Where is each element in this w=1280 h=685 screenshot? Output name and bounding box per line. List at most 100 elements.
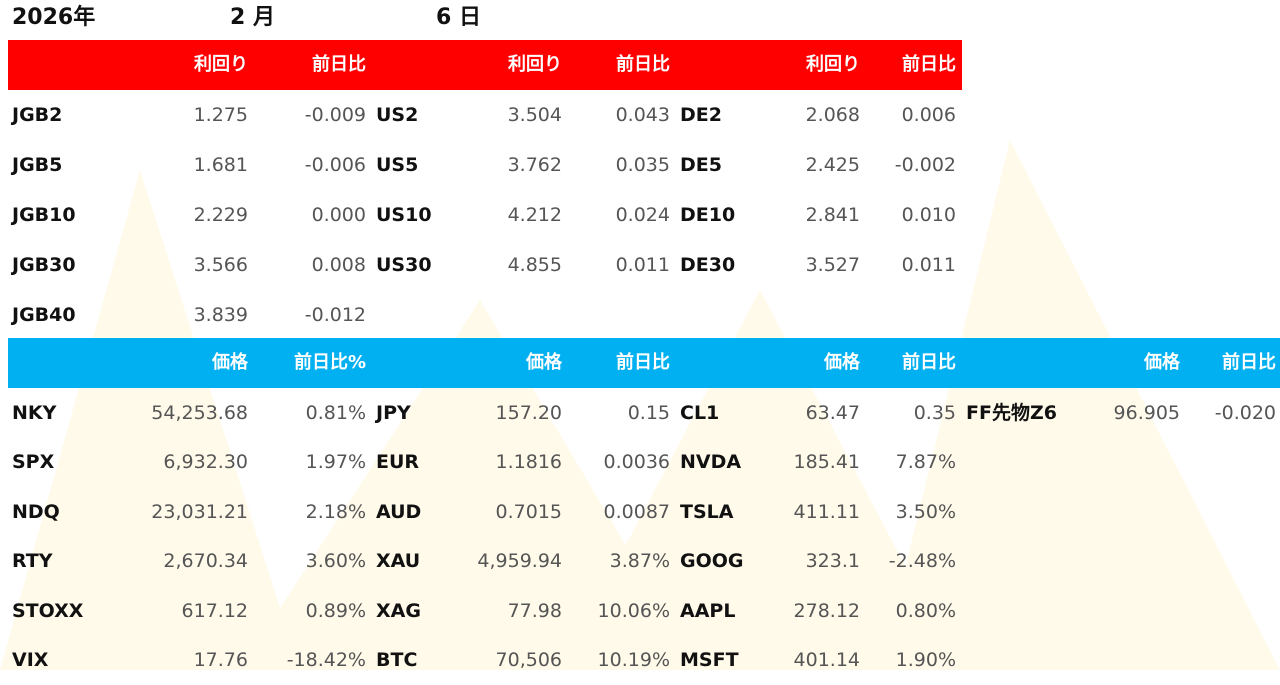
change-value: -18.42% [286, 649, 366, 671]
price-value: 185.41 [793, 451, 860, 474]
change-value: 0.035 [615, 154, 670, 176]
change-value [856, 290, 956, 340]
price-value: 278.12 [793, 599, 860, 622]
change-value: 0.043 [615, 104, 670, 126]
instrument-label: SPX [12, 451, 55, 474]
change-value: 0.008 [311, 254, 366, 276]
instrument-label: CL1 [680, 402, 720, 424]
market-header-cell: 価格 [824, 352, 860, 373]
bond-header-cell: 利回り [194, 54, 248, 75]
price-value [1050, 536, 1180, 586]
instrument-label: NDQ [12, 500, 60, 523]
change-value: 0.89% [305, 599, 366, 622]
price-value: 63.47 [805, 402, 860, 424]
change-value: 0.006 [901, 104, 956, 126]
yield-value: 3.839 [193, 304, 248, 326]
instrument-label: DE10 [680, 204, 736, 226]
yield-value: 3.527 [805, 254, 860, 276]
bond-header-cell: 利回り [508, 54, 562, 75]
instrument-label: AUD [376, 500, 422, 523]
market-header-bar [8, 338, 1280, 388]
instrument-label: JPY [376, 402, 411, 424]
change-value [1176, 437, 1276, 487]
change-value: 0.000 [311, 204, 366, 226]
price-value: 6,932.30 [163, 451, 248, 474]
change-value: -2.48% [888, 550, 956, 573]
price-value: 23,031.21 [151, 500, 248, 523]
instrument-label: DE2 [680, 104, 722, 126]
price-value: 401.14 [793, 649, 860, 671]
price-value: 411.11 [793, 500, 860, 523]
yield-value: 2.841 [805, 204, 860, 226]
change-value: -0.006 [304, 154, 366, 176]
change-value: -0.020 [1214, 402, 1276, 424]
bond-header-cell: 前日比 [312, 54, 366, 75]
instrument-label: JGB30 [12, 254, 76, 276]
bond-header-cell: 利回り [806, 54, 860, 75]
yield-value: 2.229 [193, 204, 248, 226]
change-value: 0.15 [627, 402, 670, 424]
table-row: JGB5 1.681 -0.006 US5 3.762 0.035 DE5 2.425 -0.0… [0, 140, 1280, 190]
instrument-label: TSLA [680, 500, 734, 523]
instrument-label: NKY [12, 402, 57, 424]
change-value: 3.50% [895, 500, 956, 523]
price-value [1050, 487, 1180, 537]
instrument-label: US30 [376, 254, 432, 276]
price-value: 70,506 [495, 649, 562, 671]
instrument-label: US2 [376, 104, 419, 126]
instrument-label: JGB10 [12, 204, 76, 226]
change-value: -0.009 [304, 104, 366, 126]
change-value: 0.0087 [603, 500, 670, 523]
change-value [1176, 635, 1276, 685]
instrument-label: EUR [376, 451, 420, 474]
price-value: 2,670.34 [163, 550, 248, 573]
table-row: SPX 6,932.30 1.97% EUR 1.1816 0.0036 NVDA 185.4… [0, 437, 1280, 487]
price-value: 323.1 [805, 550, 860, 573]
instrument-label: JGB2 [12, 104, 63, 126]
table-row: RTY 2,670.34 3.60% XAU 4,959.94 3.87% GOOG 323.… [0, 536, 1280, 586]
change-value: -0.002 [894, 154, 956, 176]
yield-value: 1.275 [193, 104, 248, 126]
market-sheet: 2026年 2 月 6 日 利回り 前日比 利回り 前日比 利回り 前日比 JGB2 1.2… [0, 5, 1280, 671]
instrument-label: XAG [376, 599, 421, 622]
change-value [1176, 586, 1276, 636]
change-value: 0.010 [901, 204, 956, 226]
instrument-label: DE5 [680, 154, 722, 176]
price-value: 0.7015 [495, 500, 562, 523]
market-header-cell: 価格 [526, 352, 562, 373]
market-header-cell: 価格 [212, 352, 248, 373]
market-header-cell: 前日比 [1222, 352, 1276, 373]
background-watermark [0, 140, 1280, 670]
change-value [1176, 487, 1276, 537]
change-value [1176, 536, 1276, 586]
instrument-label: US10 [376, 204, 432, 226]
price-value [1050, 586, 1180, 636]
instrument-label: AAPL [680, 599, 736, 622]
date-year: 2026年 [12, 5, 96, 30]
instrument-label: JGB40 [12, 304, 76, 326]
change-value [570, 290, 670, 340]
yield-value [432, 290, 562, 340]
yield-value: 2.425 [805, 154, 860, 176]
yield-value: 4.855 [507, 254, 562, 276]
change-value: 10.19% [597, 649, 670, 671]
change-value: -0.012 [304, 304, 366, 326]
table-row: NKY 54,253.68 0.81% JPY 157.20 0.15 CL1 63.47 0.… [0, 388, 1280, 438]
table-row: JGB30 3.566 0.008 US30 4.855 0.011 DE30 3.527 0.… [0, 240, 1280, 290]
change-value: 0.35 [913, 402, 956, 424]
price-value: 1.1816 [495, 451, 562, 474]
market-header-cell: 前日比 [902, 352, 956, 373]
change-value: 0.0036 [603, 451, 670, 474]
price-value: 96.905 [1113, 402, 1180, 424]
yield-value: 2.068 [805, 104, 860, 126]
instrument-label: VIX [12, 649, 49, 671]
change-value: 1.90% [895, 649, 956, 671]
yield-value [730, 290, 860, 340]
price-value [1050, 437, 1180, 487]
table-row: NDQ 23,031.21 2.18% AUD 0.7015 0.0087 TSLA 411.… [0, 487, 1280, 537]
change-value: 0.011 [901, 254, 956, 276]
yield-value: 3.762 [507, 154, 562, 176]
price-value: 77.98 [507, 599, 562, 622]
change-value: 3.87% [609, 550, 670, 573]
table-row: VIX 17.76 -18.42% BTC 70,506 10.19% MSFT 401.14… [0, 635, 1280, 685]
